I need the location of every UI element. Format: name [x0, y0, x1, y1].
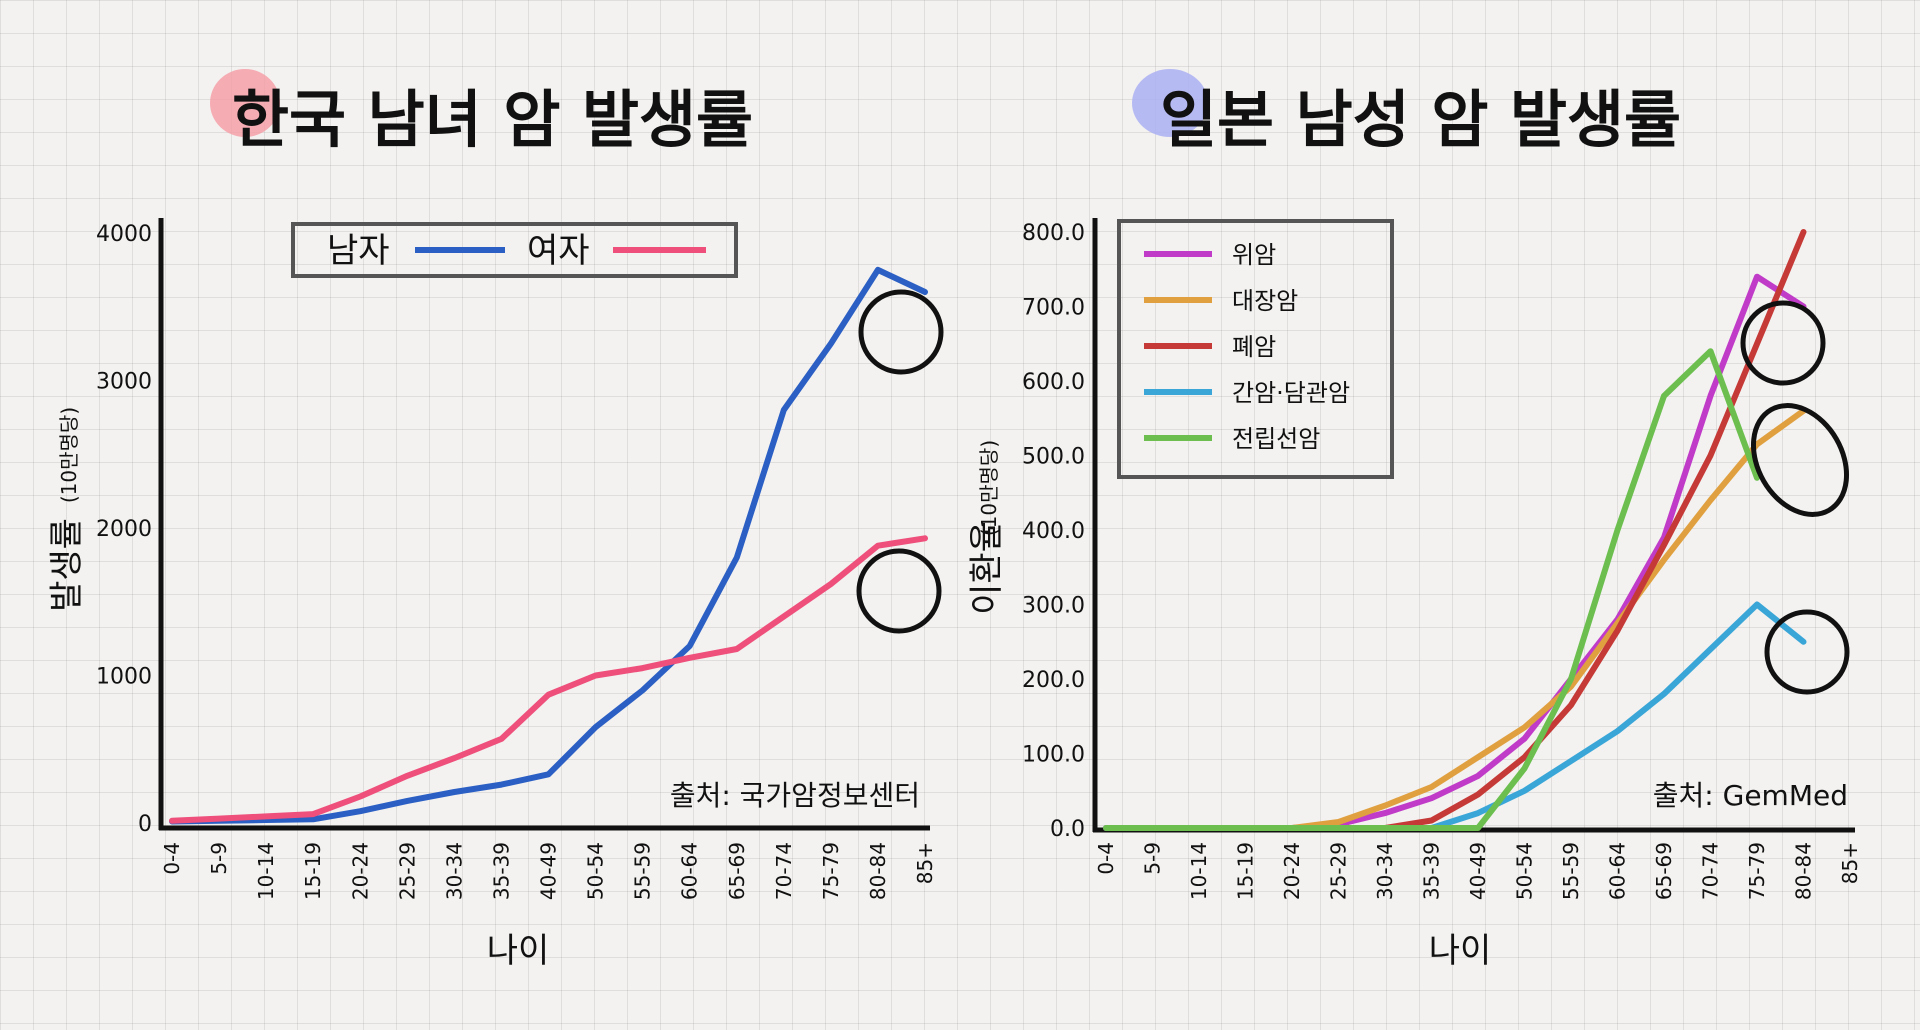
right-x-tick-label: 60-64: [1606, 842, 1630, 900]
right-y-tick-label: 200.0: [1022, 668, 1085, 693]
right-y-tick-label: 800.0: [1022, 221, 1085, 246]
left-y-tick-label: 3000: [96, 370, 152, 395]
left-x-label: 나이: [487, 931, 550, 971]
right-series-line-4: [1103, 348, 1760, 831]
right-series: [1103, 229, 1807, 831]
right-y-tick-label: 700.0: [1022, 296, 1085, 321]
highlight-ellipse-colorectal-prostate: [1750, 403, 1850, 517]
left-series-line-0: [169, 266, 928, 825]
left-series: [169, 266, 928, 825]
right-y-label-unit: (10만명당): [977, 440, 1001, 536]
left-y-tick-label: 1000: [96, 665, 152, 690]
right-x-ticks: 0-4 5-9 10-14 15-19 20-24 25-29 30-34 35-39 40-4…: [1094, 842, 1862, 900]
left-y-tick-label: 4000: [96, 222, 152, 247]
right-series-line-2: [1103, 229, 1807, 831]
left-x-tick-label: 55-59: [631, 842, 655, 900]
right-legend-label: 위암: [1232, 241, 1276, 269]
right-y-tick-label: 300.0: [1022, 594, 1085, 619]
left-title-blob: [210, 69, 280, 137]
right-y-ticks: 0.0 100.0 200.0 300.0 400.0 500.0 600.0 700.0 80…: [1022, 221, 1085, 842]
right-x-tick-label: 20-24: [1280, 842, 1304, 900]
right-x-tick-label: 10-14: [1187, 842, 1211, 900]
right-legend-label: 폐암: [1232, 333, 1276, 361]
right-title-blob: [1132, 69, 1208, 137]
right-legend-label: 간암·담관암: [1232, 379, 1350, 407]
left-y-label-unit: (10만명당): [57, 407, 81, 503]
right-x-tick-label: 30-34: [1373, 842, 1397, 900]
left-x-tick-label: 65-69: [725, 842, 749, 900]
left-x-tick-label: 5-9: [207, 842, 231, 875]
right-x-label: 나이: [1429, 931, 1492, 971]
left-x-tick-label: 80-84: [866, 842, 890, 900]
left-y-unit-group: (10만명당): [57, 407, 81, 503]
right-x-tick-label: 55-59: [1559, 842, 1583, 900]
left-y-label: 발생률: [47, 518, 87, 612]
left-x-tick-label: 25-29: [395, 842, 419, 900]
legend-label-male: 남자: [327, 231, 390, 271]
left-x-tick-label: 15-19: [301, 842, 325, 900]
highlight-circle-liver-80-84: [1764, 609, 1850, 695]
left-x-tick-label: 70-74: [772, 842, 796, 900]
right-x-tick-label: 70-74: [1699, 842, 1723, 900]
right-y-label-group: 이환율: [967, 521, 1007, 615]
left-y-label-group: 발생률: [47, 518, 87, 612]
right-x-tick-label: 40-49: [1466, 842, 1490, 900]
left-x-ticks: 0-4 5-9 10-14 15-19 20-24 25-29 30-34 35-39 40-4…: [160, 842, 937, 900]
left-x-tick-label: 10-14: [254, 842, 278, 900]
left-x-tick-label: 40-49: [537, 842, 561, 900]
highlight-circle-male-80-84: [858, 289, 944, 375]
left-x-tick-label: 30-34: [442, 842, 466, 900]
left-x-tick-label: 85+: [913, 842, 937, 884]
right-x-tick-label: 25-29: [1327, 842, 1351, 900]
left-panel: 한국 남녀 암 발생률 남자 여자 0 1000 2000 3000 4000 0-4 5…: [47, 69, 944, 971]
right-x-tick-label: 85+: [1838, 842, 1862, 884]
right-x-tick-label: 35-39: [1420, 842, 1444, 900]
right-x-tick-label: 15-19: [1234, 842, 1258, 900]
left-x-tick-label: 20-24: [348, 842, 372, 900]
highlight-circle-female-80-84: [856, 548, 942, 634]
right-y-unit-group: (10만명당): [977, 440, 1001, 536]
left-x-tick-label: 75-79: [819, 842, 843, 900]
right-y-tick-label: 500.0: [1022, 445, 1085, 470]
right-y-tick-label: 0.0: [1050, 817, 1085, 842]
right-source: 출처: GemMed: [1653, 779, 1848, 812]
right-x-tick-label: 5-9: [1141, 842, 1165, 875]
left-x-tick-label: 60-64: [678, 842, 702, 900]
right-x-tick-label: 0-4: [1094, 842, 1118, 875]
legend-label-female: 여자: [527, 231, 590, 271]
left-y-tick-label: 2000: [96, 517, 152, 542]
left-x-tick-label: 0-4: [160, 842, 184, 875]
left-title: 한국 남녀 암 발생률: [232, 83, 753, 156]
right-y-tick-label: 100.0: [1022, 743, 1085, 768]
right-x-tick-label: 50-54: [1513, 842, 1537, 900]
left-series-line-1: [169, 535, 928, 824]
right-y-tick-label: 600.0: [1022, 370, 1085, 395]
left-x-tick-label: 35-39: [489, 842, 513, 900]
right-legend-label: 대장암: [1232, 287, 1298, 315]
left-legend-box: [291, 222, 738, 278]
left-source: 출처: 국가암정보센터: [670, 779, 920, 812]
right-x-tick-label: 75-79: [1745, 842, 1769, 900]
right-y-tick-label: 400.0: [1022, 519, 1085, 544]
right-legend-box: [1117, 219, 1394, 479]
right-title: 일본 남성 암 발생률: [1160, 83, 1681, 156]
left-x-tick-label: 50-54: [584, 842, 608, 900]
right-legend-label: 전립선암: [1232, 425, 1320, 453]
right-x-tick-label: 65-69: [1652, 842, 1676, 900]
right-y-label: 이환율: [967, 521, 1007, 615]
right-x-tick-label: 80-84: [1792, 842, 1816, 900]
left-y-tick-label: 0: [138, 812, 152, 837]
left-y-ticks: 0 1000 2000 3000 4000: [96, 222, 152, 837]
highlight-circle-stomach-75-79: [1740, 300, 1826, 386]
